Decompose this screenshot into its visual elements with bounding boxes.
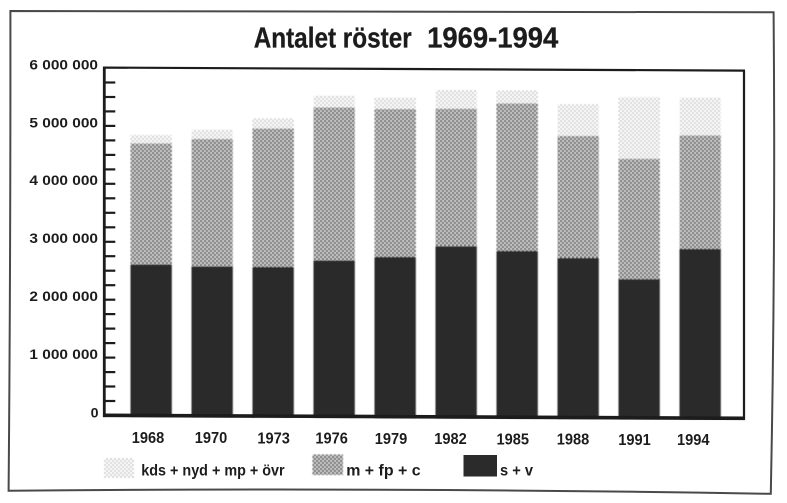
svg-text:6 000 000: 6 000 000 <box>29 57 98 73</box>
svg-text:kds + nyd + mp + övr: kds + nyd + mp + övr <box>141 463 284 480</box>
svg-text:1979: 1979 <box>375 431 408 448</box>
svg-text:1982: 1982 <box>434 431 467 448</box>
svg-text:0: 0 <box>91 406 99 422</box>
svg-text:1991: 1991 <box>618 432 651 449</box>
svg-text:1970: 1970 <box>195 430 228 447</box>
svg-text:1968: 1968 <box>132 430 165 447</box>
svg-text:1973: 1973 <box>257 431 290 448</box>
svg-text:3 000 000: 3 000 000 <box>29 231 98 247</box>
svg-text:2 000 000: 2 000 000 <box>29 289 98 305</box>
svg-text:1976: 1976 <box>315 431 348 448</box>
svg-text:m + fp + c: m + fp + c <box>346 463 420 480</box>
svg-text:4 000 000: 4 000 000 <box>29 173 98 189</box>
svg-text:1985: 1985 <box>496 431 529 448</box>
svg-text:Antalet röster: Antalet röster <box>254 23 412 55</box>
svg-text:1 000 000: 1 000 000 <box>29 347 98 363</box>
svg-text:s + v: s + v <box>500 463 533 480</box>
svg-text:5 000 000: 5 000 000 <box>29 115 98 131</box>
svg-text:1994: 1994 <box>677 432 710 449</box>
svg-text:1988: 1988 <box>557 432 590 449</box>
svg-text:1969-1994: 1969-1994 <box>427 23 558 55</box>
